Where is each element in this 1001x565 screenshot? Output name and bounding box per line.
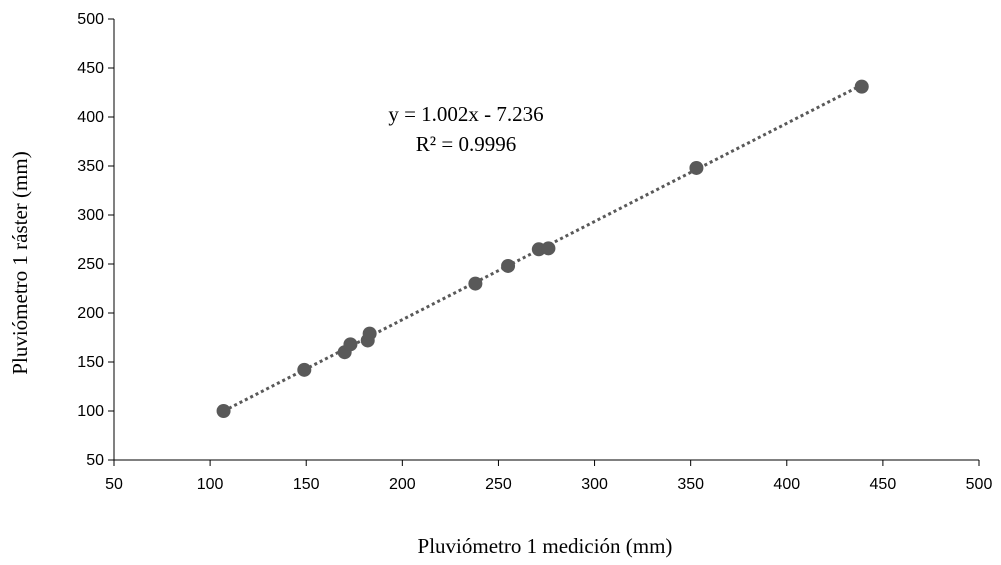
data-point [854,79,869,94]
y-tick-label: 450 [77,60,104,77]
y-tick-label: 100 [77,403,104,420]
x-tick-label: 200 [389,476,416,493]
x-tick-label: 250 [485,476,512,493]
y-tick-label: 400 [77,109,104,126]
y-axis-title: Pluviómetro 1 ráster (mm) [8,151,32,374]
data-point [216,404,231,418]
x-axis-title: Pluviómetro 1 medición (mm) [418,534,673,558]
x-tick-label: 350 [677,476,704,493]
tick-labels: 50 100 150 200 250 300 350 400 450 500 50 100 150 200… [77,11,992,493]
equation-annotation: y = 1.002x - 7.236 [388,102,543,126]
data-point [468,276,483,291]
x-tick-label: 50 [105,476,123,493]
x-tick-label: 500 [966,476,993,493]
y-tick-label: 250 [77,256,104,273]
data-point [541,241,556,256]
x-tick-label: 150 [293,476,320,493]
x-tick-label: 400 [773,476,800,493]
r-squared-annotation: R² = 0.9996 [416,132,516,156]
data-points [216,79,869,418]
data-point [689,160,704,175]
y-tick-label: 50 [86,452,104,469]
y-tick-label: 300 [77,207,104,224]
y-tick-label: 150 [77,354,104,371]
x-tick-label: 100 [197,476,224,493]
x-tick-label: 300 [581,476,608,493]
y-tick-label: 500 [77,11,104,28]
axes [108,18,980,466]
data-point [362,326,377,341]
data-point [297,362,312,377]
x-tick-label: 450 [870,476,897,493]
data-point [501,258,516,273]
y-tick-label: 200 [77,305,104,322]
data-point [343,337,358,352]
y-tick-label: 350 [77,158,104,175]
